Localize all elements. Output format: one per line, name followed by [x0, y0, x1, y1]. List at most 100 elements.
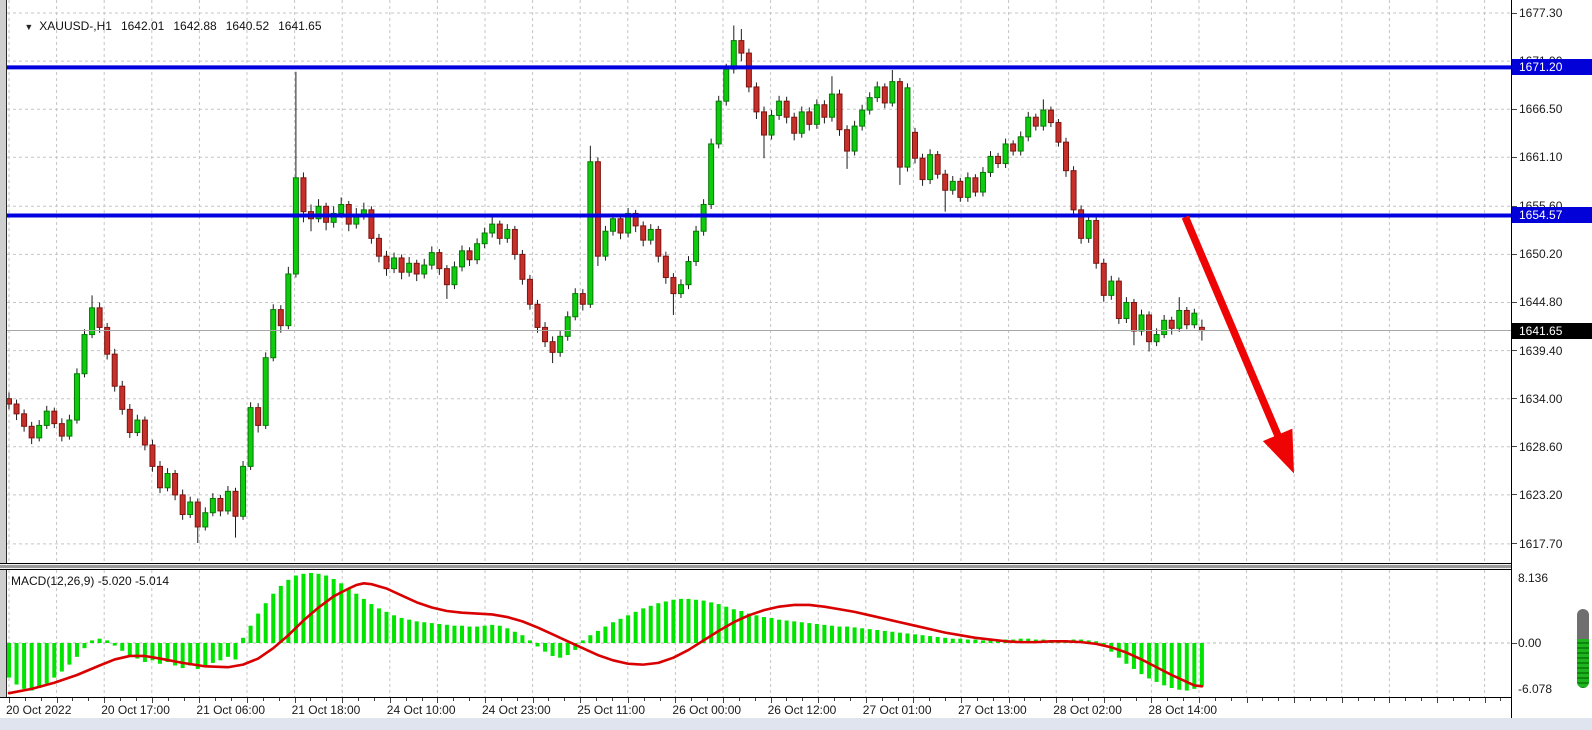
time-axis-tick [262, 698, 264, 701]
capsule-gray-section [1577, 609, 1589, 639]
time-axis-tick [389, 698, 391, 703]
price-axis-label: 1628.60 [1519, 439, 1563, 454]
time-axis-tick [56, 698, 58, 703]
time-axis-label: 28 Oct 14:00 [1148, 703, 1218, 717]
time-axis-tick [199, 698, 201, 703]
time-axis-tick [485, 698, 486, 703]
time-axis-tick [453, 698, 455, 701]
macd-axis-min-label: -6.078 [1518, 682, 1553, 696]
time-axis-tick [897, 698, 899, 701]
time-axis-tick [1452, 698, 1454, 701]
price-axis-label: 1617.70 [1519, 536, 1563, 551]
time-axis-tick [231, 698, 233, 701]
time-axis-tick [1437, 698, 1438, 703]
time-axis-tick [1294, 698, 1296, 703]
time-axis-tick [881, 698, 883, 701]
time-axis-tick [469, 698, 471, 701]
ohlc-close-value: 1641.65 [278, 19, 322, 33]
price-axis-tick [1512, 494, 1517, 496]
time-axis-tick [135, 698, 137, 701]
time-axis-tick [373, 698, 375, 701]
time-axis-tick [278, 698, 280, 701]
time-axis-tick [643, 698, 645, 701]
time-axis-tick [786, 698, 788, 701]
time-axis-tick [564, 698, 566, 701]
time-axis-tick [1262, 698, 1264, 701]
macd-indicator-label: MACD(12,26,9) -5.020 -5.014 [11, 574, 170, 588]
time-axis[interactable]: 20 Oct 2022 20 Oct 17:00 21 Oct 06:00 21 Oc… [0, 697, 1511, 719]
symbol-dropdown-icon[interactable]: ▼ [24, 22, 34, 32]
time-axis-tick [865, 698, 867, 703]
time-axis-label: 27 Oct 01:00 [862, 703, 932, 717]
time-axis-tick [1103, 698, 1105, 703]
time-axis-tick [167, 698, 169, 701]
time-axis-tick [310, 698, 312, 701]
time-axis-tick [72, 698, 74, 701]
time-axis-tick [1389, 698, 1391, 703]
time-axis-tick [1087, 698, 1089, 701]
time-axis-tick [247, 698, 248, 703]
time-axis-tick [1500, 698, 1502, 701]
time-axis-tick [437, 698, 439, 703]
time-axis-tick [294, 698, 296, 703]
time-axis-label: 28 Oct 02:00 [1053, 703, 1122, 717]
price-badge-1654.57: 1654.57 [1512, 207, 1592, 224]
time-axis-tick [9, 698, 10, 703]
time-axis-tick [120, 698, 122, 701]
time-axis-tick [1405, 698, 1407, 701]
time-axis-tick [992, 698, 994, 701]
main-chart-svg[interactable] [7, 0, 1511, 563]
price-axis-label: 1677.30 [1519, 6, 1563, 20]
time-axis-tick [516, 698, 518, 701]
time-axis-label: 20 Oct 2022 [6, 703, 72, 717]
time-axis-tick [707, 698, 709, 701]
time-axis-label: 24 Oct 10:00 [386, 703, 456, 717]
time-axis-tick [151, 698, 153, 703]
time-axis-tick [1151, 698, 1153, 703]
time-axis-tick [754, 698, 756, 701]
capsule-green-stripes [1577, 639, 1589, 688]
price-axis-tick [1512, 446, 1517, 448]
time-axis-tick [961, 698, 962, 703]
time-axis-tick [1167, 698, 1169, 701]
time-axis-tick [1484, 698, 1486, 703]
time-axis-tick [1357, 698, 1359, 701]
time-axis-tick [627, 698, 629, 703]
time-axis-tick [1119, 698, 1121, 701]
time-axis-tick [1024, 698, 1026, 701]
price-axis-label: 1644.80 [1519, 295, 1563, 310]
price-axis[interactable]: 1677.301671.901666.501661.101655.601650.… [1511, 0, 1592, 718]
time-axis-tick [913, 698, 915, 703]
price-axis-label: 1650.20 [1519, 247, 1563, 262]
time-axis-tick [580, 698, 582, 703]
time-axis-tick [500, 698, 502, 701]
price-axis-tick [1512, 301, 1517, 303]
time-axis-tick [1278, 698, 1280, 701]
time-axis-tick [342, 698, 344, 703]
time-axis-tick [802, 698, 804, 701]
time-axis-tick [611, 698, 613, 701]
panel-separator[interactable] [0, 563, 1511, 570]
time-axis-tick [532, 698, 534, 703]
window-bottom-edge [0, 718, 1592, 730]
time-axis-tick [675, 698, 677, 703]
time-axis-tick [976, 698, 978, 701]
price-axis-label: 1623.20 [1519, 487, 1563, 502]
price-axis-label: 1634.00 [1519, 391, 1563, 406]
macd-chart-svg[interactable] [7, 570, 1511, 697]
time-axis-label: 20 Oct 17:00 [101, 703, 170, 717]
ohlc-low-value: 1640.52 [225, 19, 270, 33]
time-axis-tick [818, 698, 820, 703]
time-axis-tick [1468, 698, 1470, 701]
time-axis-tick [596, 698, 598, 701]
price-axis-tick [1512, 350, 1517, 352]
time-axis-label: 26 Oct 12:00 [767, 703, 837, 717]
time-axis-tick [723, 698, 724, 703]
time-axis-tick [1310, 698, 1312, 701]
window-left-edge [0, 0, 7, 718]
time-axis-tick [1246, 698, 1248, 703]
time-axis-tick [1135, 698, 1137, 701]
macd-axis-zero-label: 0.00 [1518, 636, 1542, 650]
ohlc-open-value: 1642.01 [120, 19, 165, 33]
